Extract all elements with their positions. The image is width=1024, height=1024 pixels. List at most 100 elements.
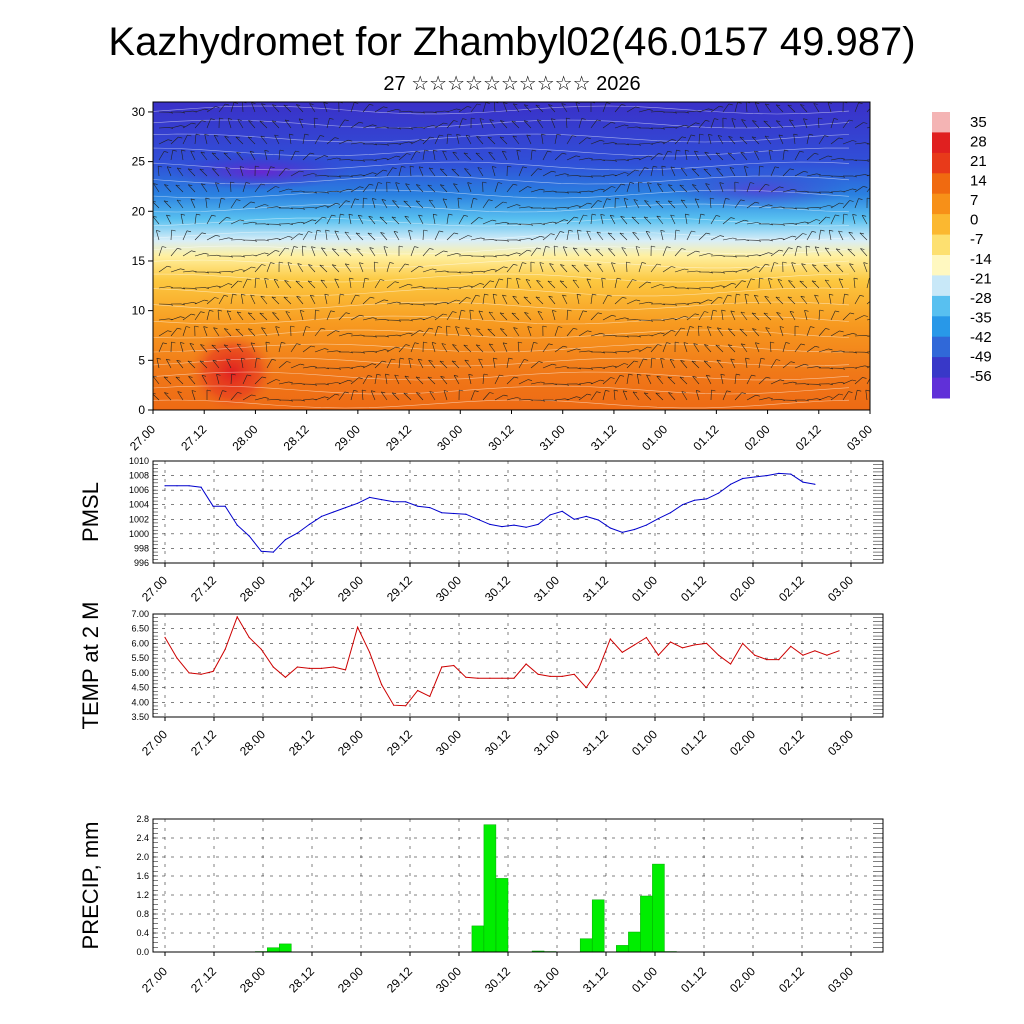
wind-barb	[379, 216, 388, 225]
wind-barb-flag	[383, 169, 388, 172]
wind-barb	[601, 278, 604, 289]
wind-barb-flag	[744, 219, 749, 222]
wind-barb-flag	[360, 351, 366, 354]
wind-barb-flag	[386, 181, 391, 184]
wind-barb	[662, 266, 672, 273]
y-tick-label: 0.0	[136, 947, 149, 957]
wind-barb-flag	[248, 328, 253, 330]
wind-barb-flag	[264, 278, 269, 280]
wind-barb-flag	[250, 151, 255, 153]
wind-barb	[247, 312, 256, 321]
wind-barb-flag	[751, 136, 757, 139]
wind-barb	[566, 396, 577, 401]
wind-barb	[362, 278, 366, 289]
wind-barb-flag	[500, 120, 505, 122]
wind-barb	[638, 281, 648, 289]
wind-barb	[350, 294, 356, 305]
wind-barb	[314, 205, 325, 209]
wind-barb	[350, 390, 354, 401]
wind-barb	[296, 296, 304, 305]
wind-barb-flag	[452, 151, 457, 154]
wind-barb-flag	[693, 343, 698, 345]
wind-barb	[698, 120, 706, 129]
wind-barb-flag	[623, 390, 628, 393]
wind-barb	[254, 183, 262, 193]
wind-barb-flag	[216, 271, 222, 274]
wind-barb-flag	[566, 117, 571, 120]
wind-barb-flag	[429, 391, 434, 393]
wind-barb-flag	[228, 255, 234, 258]
x-tick-label: 02.00	[727, 964, 758, 995]
wind-barb	[199, 168, 208, 177]
wind-barb-flag	[408, 358, 413, 360]
wind-barb-flag	[660, 230, 665, 232]
wind-barb-flag	[562, 294, 567, 297]
wind-barb-flag	[444, 302, 449, 304]
wind-barb-flag	[646, 374, 651, 377]
wind-barb	[674, 248, 682, 257]
wind-barb-flag	[612, 351, 618, 354]
wind-barb-flag	[867, 197, 870, 200]
wind-barb	[854, 102, 859, 113]
y-tick-label: 1006	[129, 485, 149, 495]
wind-barb	[787, 296, 796, 305]
wind-barb-flag	[646, 281, 651, 284]
x-tick-label: 30.12	[482, 727, 513, 758]
wind-barb-flag	[728, 136, 733, 138]
pmsl-point	[681, 504, 684, 506]
wind-barb-flag	[720, 373, 725, 376]
wind-barb	[692, 376, 700, 385]
wind-barb	[230, 373, 232, 385]
wind-barb	[590, 214, 593, 225]
wind-barb-flag	[848, 119, 854, 122]
wind-barb	[698, 133, 700, 145]
wind-barb-flag	[621, 247, 626, 249]
wind-barb-flag	[728, 344, 733, 346]
wind-barb	[740, 343, 748, 353]
wind-barb-flag	[380, 279, 385, 281]
colorbar-segment	[932, 112, 950, 133]
wind-barb	[635, 246, 640, 257]
wind-barb-flag	[624, 172, 629, 174]
wind-barb	[559, 280, 568, 289]
wind-barb	[695, 390, 700, 401]
wind-barb	[383, 246, 388, 257]
wind-barb-flag	[703, 360, 709, 363]
wind-barb-flag	[483, 373, 488, 376]
x-tick-label: 27.00	[139, 727, 170, 758]
wind-barb	[720, 374, 724, 385]
wind-barb	[602, 142, 613, 145]
wind-barb-flag	[864, 160, 870, 162]
wind-barb-flag	[359, 186, 364, 188]
wind-barb	[311, 246, 316, 257]
wind-barb	[284, 119, 292, 129]
wind-barb	[492, 294, 496, 305]
wind-barb	[434, 134, 440, 145]
wind-barb-flag	[153, 200, 156, 203]
wind-barb-flag	[456, 271, 462, 274]
wind-barb	[686, 230, 692, 241]
wind-barb-flag	[844, 293, 849, 296]
wind-barb	[350, 174, 361, 177]
wind-barb-flag	[745, 357, 750, 360]
wind-barb	[278, 247, 286, 257]
wind-barb-flag	[776, 104, 781, 107]
wind-barb	[805, 246, 808, 257]
isotherm-contour	[153, 217, 850, 227]
wind-barb-flag	[852, 379, 857, 382]
wind-barb-flag	[247, 136, 253, 139]
wind-barb-flag	[384, 299, 389, 302]
wind-barb-flag	[756, 240, 762, 242]
wind-barb	[670, 214, 676, 225]
wind-barb	[194, 120, 202, 129]
wind-barb-flag	[684, 125, 689, 127]
wind-barb-flag	[298, 233, 303, 236]
wind-barb	[194, 214, 197, 225]
wind-barb	[626, 299, 637, 305]
colorbar-segment	[932, 275, 950, 297]
wind-barb	[326, 350, 337, 353]
wind-barb-flag	[211, 344, 216, 347]
wind-barb-flag	[722, 117, 727, 120]
pmsl-point	[405, 501, 407, 503]
